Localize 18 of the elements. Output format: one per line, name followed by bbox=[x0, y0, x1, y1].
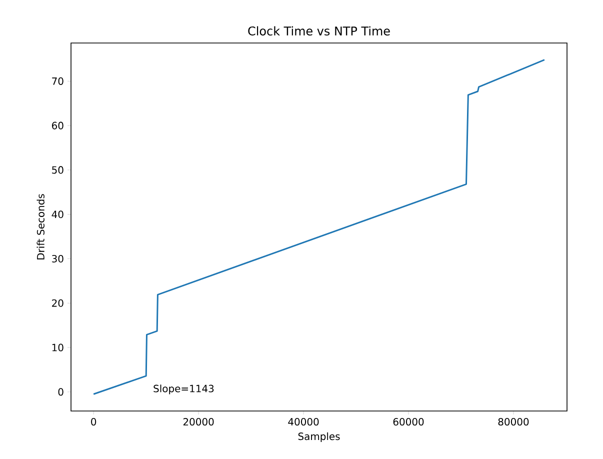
x-tick-label: 40000 bbox=[288, 418, 319, 426]
chart-title: Clock Time vs NTP Time bbox=[248, 26, 390, 36]
y-tick-label: 50 bbox=[52, 166, 64, 174]
x-tick-label: 0 bbox=[91, 418, 96, 426]
x-tick-label: 20000 bbox=[183, 418, 214, 426]
y-tick-label: 40 bbox=[52, 210, 64, 218]
annotation: Slope=1143 bbox=[154, 384, 214, 394]
y-tick-label: 60 bbox=[52, 122, 64, 130]
y-tick-label: 20 bbox=[52, 299, 64, 307]
y-tick-label: 30 bbox=[52, 254, 64, 263]
x-axis-title: Samples bbox=[298, 432, 340, 442]
x-tick-label: 80000 bbox=[498, 418, 529, 426]
y-tick-label: 10 bbox=[52, 344, 64, 352]
line-series bbox=[92, 59, 546, 395]
y-axis-title: Drift Seconds bbox=[36, 194, 44, 260]
y-tick-label: 70 bbox=[52, 77, 64, 85]
x-tick-label: 60000 bbox=[393, 418, 424, 426]
y-tick-label: 0 bbox=[58, 388, 64, 396]
